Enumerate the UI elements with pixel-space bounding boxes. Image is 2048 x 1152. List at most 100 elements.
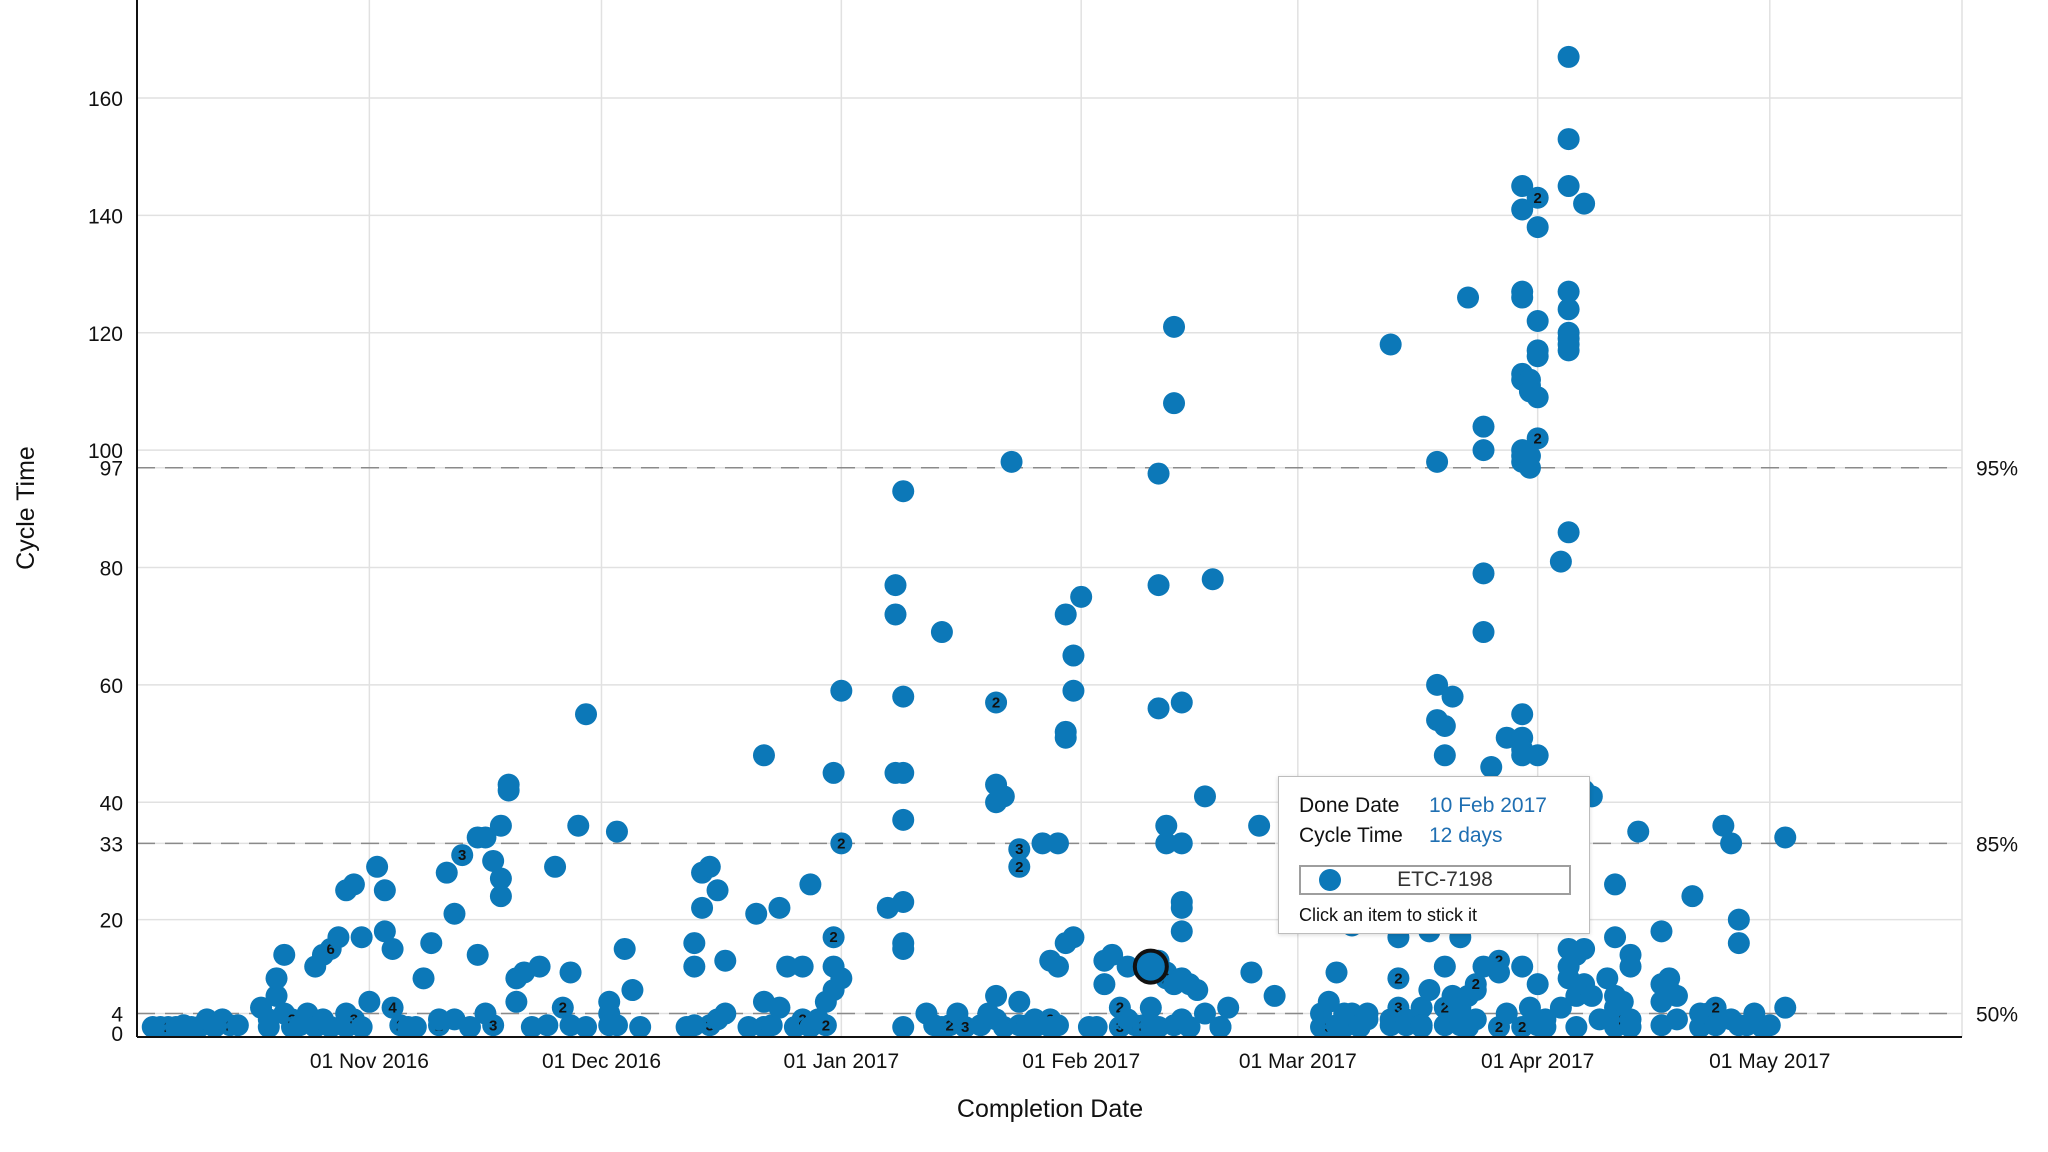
data-point[interactable] <box>451 844 474 867</box>
data-point[interactable] <box>760 1014 783 1037</box>
data-point[interactable] <box>1170 891 1193 914</box>
data-point[interactable] <box>435 861 458 884</box>
data-point[interactable] <box>1441 685 1464 708</box>
data-point[interactable] <box>698 855 721 878</box>
data-point[interactable] <box>683 932 706 955</box>
data-point[interactable] <box>822 761 845 784</box>
data-point[interactable] <box>714 949 737 972</box>
data-point[interactable] <box>458 1016 481 1038</box>
data-point[interactable] <box>1573 937 1596 960</box>
data-point[interactable] <box>1093 973 1116 996</box>
data-point[interactable] <box>1379 333 1402 356</box>
data-point[interactable] <box>892 1016 915 1038</box>
data-point[interactable] <box>629 1016 652 1038</box>
data-point[interactable] <box>1557 128 1580 151</box>
data-point[interactable] <box>1557 280 1580 303</box>
data-point[interactable] <box>1418 979 1441 1002</box>
data-point[interactable] <box>1604 926 1627 949</box>
data-point[interactable] <box>985 691 1008 714</box>
data-point[interactable] <box>1619 955 1642 978</box>
data-point[interactable] <box>1170 920 1193 943</box>
data-point[interactable] <box>605 1014 628 1037</box>
data-point[interactable] <box>1557 339 1580 362</box>
data-point[interactable] <box>327 926 350 949</box>
data-point[interactable] <box>1526 427 1549 450</box>
data-point[interactable] <box>1426 450 1449 473</box>
data-point[interactable] <box>1464 1008 1487 1031</box>
data-point[interactable] <box>350 926 373 949</box>
data-point[interactable] <box>1248 814 1271 837</box>
data-point[interactable] <box>474 826 497 849</box>
data-point[interactable] <box>1557 521 1580 544</box>
data-point[interactable] <box>1139 996 1162 1019</box>
data-point[interactable] <box>373 879 396 902</box>
data-point[interactable] <box>536 1014 559 1037</box>
data-point[interactable] <box>265 984 288 1007</box>
data-point[interactable] <box>1472 415 1495 438</box>
data-point[interactable] <box>892 808 915 831</box>
data-point[interactable] <box>1487 961 1510 984</box>
data-point[interactable] <box>1387 967 1410 990</box>
data-point[interactable] <box>822 926 845 949</box>
data-point[interactable] <box>1046 1014 1069 1037</box>
data-point[interactable] <box>683 1014 706 1037</box>
data-point[interactable] <box>1495 1002 1518 1025</box>
data-point[interactable] <box>1170 691 1193 714</box>
data-point[interactable] <box>482 849 505 872</box>
data-point[interactable] <box>605 820 628 843</box>
data-point[interactable] <box>1356 1002 1379 1025</box>
data-point[interactable] <box>505 990 528 1013</box>
data-point[interactable] <box>551 996 574 1019</box>
data-point[interactable] <box>366 855 389 878</box>
data-point[interactable] <box>1650 920 1673 943</box>
data-point[interactable] <box>559 961 582 984</box>
data-point[interactable] <box>1511 286 1534 309</box>
data-point[interactable] <box>1008 990 1031 1013</box>
data-point[interactable] <box>830 679 853 702</box>
data-point[interactable] <box>1046 832 1069 855</box>
data-point[interactable] <box>892 685 915 708</box>
data-point[interactable] <box>830 967 853 990</box>
data-point[interactable] <box>1518 444 1541 467</box>
data-point[interactable] <box>1433 714 1456 737</box>
data-point[interactable] <box>814 1014 837 1037</box>
data-point[interactable] <box>1464 973 1487 996</box>
data-point[interactable] <box>1070 585 1093 608</box>
data-point[interactable] <box>1147 574 1170 597</box>
data-point[interactable] <box>489 885 512 908</box>
data-point[interactable] <box>1619 1016 1642 1038</box>
data-point[interactable] <box>350 1016 373 1038</box>
data-point[interactable] <box>706 879 729 902</box>
data-point[interactable] <box>1000 450 1023 473</box>
data-point[interactable] <box>830 832 853 855</box>
data-point[interactable] <box>1217 996 1240 1019</box>
data-point[interactable] <box>884 574 907 597</box>
data-point[interactable] <box>613 937 636 960</box>
data-point[interactable] <box>1062 926 1085 949</box>
data-point[interactable] <box>1433 744 1456 767</box>
data-point[interactable] <box>497 773 520 796</box>
data-point[interactable] <box>1170 832 1193 855</box>
data-point[interactable] <box>1549 550 1572 573</box>
data-point[interactable] <box>1209 1016 1232 1038</box>
data-point[interactable] <box>265 967 288 990</box>
data-point[interactable] <box>1472 439 1495 462</box>
data-point[interactable] <box>892 761 915 784</box>
data-point[interactable] <box>1008 838 1031 861</box>
data-point[interactable] <box>1526 186 1549 209</box>
data-point[interactable] <box>737 1016 760 1038</box>
data-point[interactable] <box>1727 932 1750 955</box>
data-point[interactable] <box>1410 1014 1433 1037</box>
data-point[interactable] <box>892 937 915 960</box>
data-point[interactable] <box>319 1016 342 1038</box>
data-point[interactable] <box>1511 175 1534 198</box>
data-point[interactable] <box>1534 1008 1557 1031</box>
data-point[interactable] <box>1046 955 1069 978</box>
data-point[interactable] <box>482 1014 505 1037</box>
data-point[interactable] <box>1774 826 1797 849</box>
data-point[interactable] <box>892 480 915 503</box>
highlighted-point[interactable] <box>1132 948 1169 985</box>
data-point[interactable] <box>1526 216 1549 239</box>
data-point[interactable] <box>1557 175 1580 198</box>
data-point[interactable] <box>1580 984 1603 1007</box>
